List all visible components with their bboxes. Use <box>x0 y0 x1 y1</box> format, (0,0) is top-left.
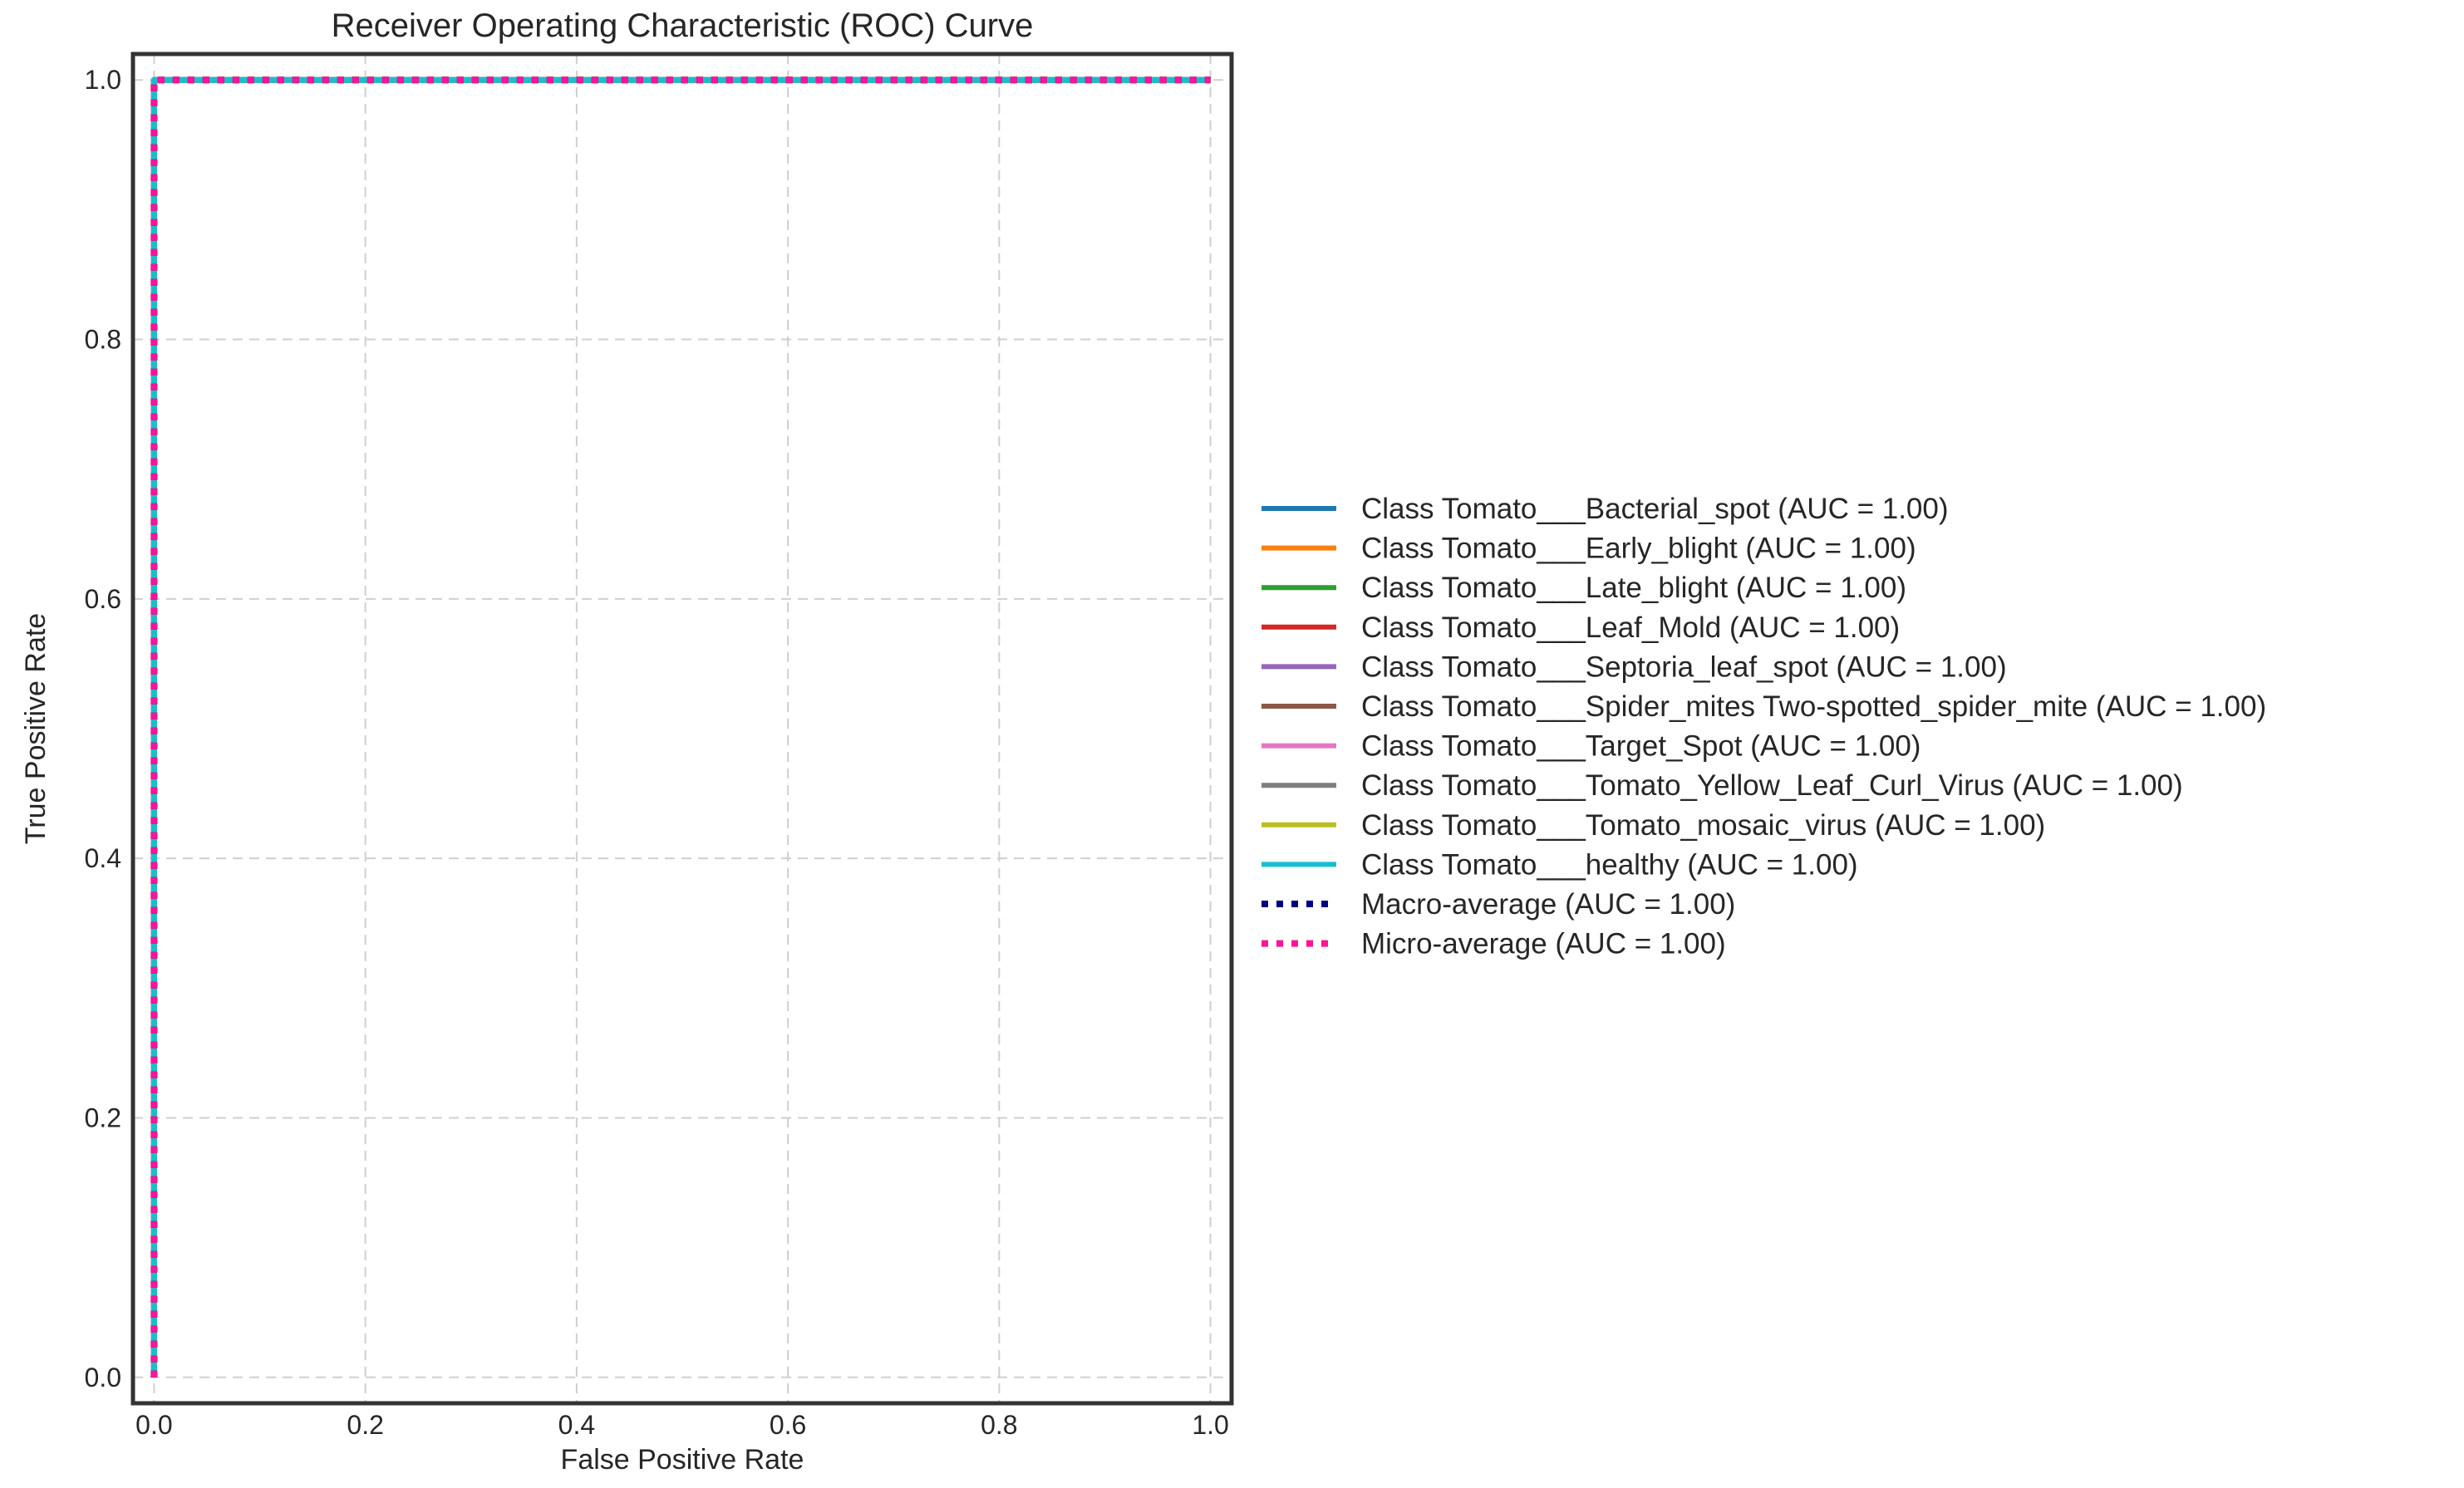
x-tick-label: 0.6 <box>770 1410 806 1440</box>
legend-entry-5: Class Tomato___Spider_mites Two-spotted_… <box>1361 690 2266 723</box>
y-tick-label: 0.8 <box>85 325 121 355</box>
series-line-8 <box>150 76 1211 1378</box>
legend-entry-9: Class Tomato___healthy (AUC = 1.00) <box>1361 848 1858 881</box>
legend-entry-0: Class Tomato___Bacterial_spot (AUC = 1.0… <box>1361 493 1949 525</box>
legend-entry-2: Class Tomato___Late_blight (AUC = 1.00) <box>1361 572 1906 604</box>
series-line-5 <box>150 76 1211 1378</box>
y-axis-label: True Positive Rate <box>20 613 52 844</box>
legend-entry-3: Class Tomato___Leaf_Mold (AUC = 1.00) <box>1361 611 1900 644</box>
legend-entry-6: Class Tomato___Target_Spot (AUC = 1.00) <box>1361 730 1921 763</box>
x-tick-label: 0.8 <box>981 1410 1017 1440</box>
series-line-11 <box>150 76 1211 1378</box>
y-tick-labels: 0.0 0.2 0.4 0.6 0.8 1.0 <box>85 65 121 1392</box>
y-tick-label: 0.4 <box>85 843 121 873</box>
legend: Class Tomato___Bacterial_spot (AUC = 1.0… <box>1262 493 2266 960</box>
chart-title: Receiver Operating Characteristic (ROC) … <box>332 7 1034 44</box>
x-tick-labels: 0.0 0.2 0.4 0.6 0.8 1.0 <box>135 1410 1229 1440</box>
y-tick-label: 0.0 <box>85 1363 121 1392</box>
y-tick-label: 0.2 <box>85 1102 121 1132</box>
series-line-7 <box>150 76 1211 1378</box>
grid-lines <box>133 54 1232 1403</box>
x-axis-label: False Positive Rate <box>561 1444 804 1476</box>
series-line-1 <box>150 76 1211 1378</box>
series-line-10 <box>150 76 1211 1378</box>
legend-entry-1: Class Tomato___Early_blight (AUC = 1.00) <box>1361 533 1916 565</box>
legend-entry-4: Class Tomato___Septoria_leaf_spot (AUC =… <box>1361 651 2007 683</box>
x-tick-label: 0.4 <box>558 1410 595 1440</box>
y-tick-label: 1.0 <box>85 65 121 95</box>
series-line-3 <box>150 76 1211 1378</box>
x-tick-label: 1.0 <box>1192 1410 1228 1440</box>
y-tick-label: 0.6 <box>85 584 121 614</box>
series-line-0 <box>150 76 1211 1378</box>
plot-frame <box>130 52 1234 1406</box>
legend-entry-11: Micro-average (AUC = 1.00) <box>1361 928 1726 960</box>
series-line-4 <box>150 76 1211 1378</box>
x-tick-label: 0.2 <box>347 1410 383 1440</box>
legend-entry-10: Macro-average (AUC = 1.00) <box>1361 888 1735 921</box>
legend-entry-7: Class Tomato___Tomato_Yellow_Leaf_Curl_V… <box>1361 769 2183 802</box>
series-line-6 <box>150 76 1211 1378</box>
series-line-2 <box>150 76 1211 1378</box>
x-tick-label: 0.0 <box>135 1410 172 1440</box>
legend-entry-8: Class Tomato___Tomato_mosaic_virus (AUC … <box>1361 809 2045 842</box>
series-lines <box>150 76 1211 1378</box>
series-line-9 <box>150 76 1211 1378</box>
